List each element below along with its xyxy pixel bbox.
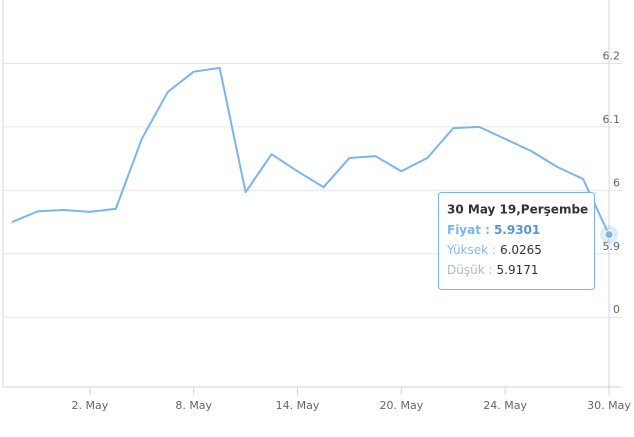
y-tick-label: 5.9 (603, 240, 621, 253)
tooltip-row: Yüksek : 6.0265 (446, 243, 542, 257)
tooltip-label: Fiyat : (447, 223, 490, 237)
y-tick-label: 6.2 (603, 49, 621, 62)
tooltip-label: Yüksek : (446, 243, 496, 257)
x-tick-label: 20. May (379, 399, 423, 412)
x-tick-label: 30. May (587, 399, 631, 412)
x-tick-label: 14. May (276, 399, 320, 412)
tooltip-value: 5.9171 (497, 263, 539, 277)
tooltip-row: Fiyat : 5.9301 (447, 223, 540, 237)
hover-point (604, 230, 614, 240)
x-tick-label: 8. May (175, 399, 212, 412)
y-tick-label: 6 (613, 176, 620, 189)
tooltip: 30 May 19,Perşembe Fiyat : 5.9301 Yüksek : 6… (438, 192, 595, 290)
tooltip-value: 5.9301 (494, 223, 540, 237)
tooltip-box (438, 192, 595, 290)
tooltip-value: 6.0265 (500, 243, 542, 257)
tooltip-title: 30 May 19,Perşembe (447, 203, 588, 217)
y-tick-label: 0 (613, 303, 620, 316)
x-tick-label: 24. May (483, 399, 527, 412)
line-series (11, 66, 610, 236)
x-tick-label: 2. May (72, 399, 109, 412)
tooltip-label: Düşük : (447, 263, 493, 277)
tooltip-row: Düşük : 5.9171 (447, 263, 539, 277)
y-tick-label: 6.1 (603, 113, 621, 126)
